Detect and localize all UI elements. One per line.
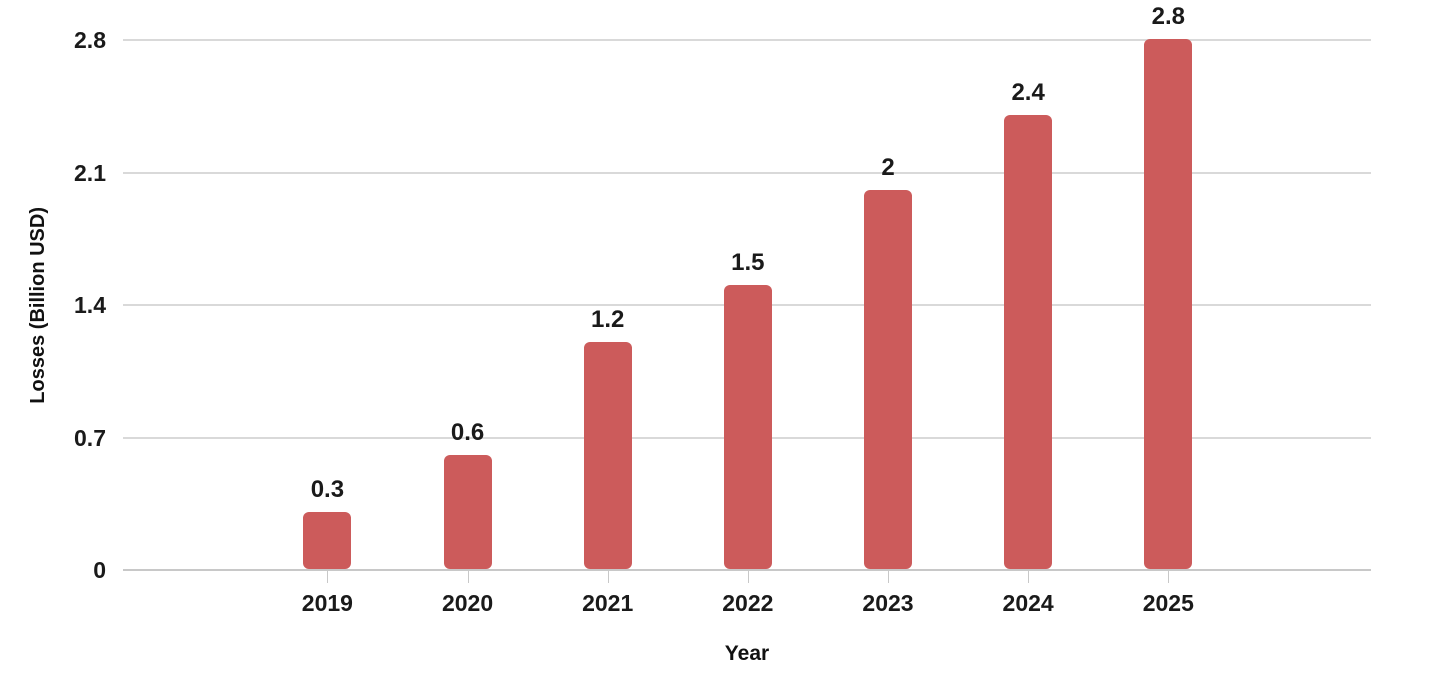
x-tick-label-2020: 2020 [441,590,494,616]
y-tick-label: 0.7 [74,424,106,451]
x-tick-mark [607,570,609,583]
y-tick-label: 1.4 [74,292,106,318]
bar-value-label: 2.4 [1011,78,1045,106]
x-tick-label-2022: 2022 [722,590,774,616]
x-tick-mark [747,570,749,583]
x-tick-label-2021: 2021 [582,590,634,616]
y-tick-label: 2.8 [74,27,106,53]
plot-area: 0.3 2019 0.6 2020 1.2 2021 1.5 2022 2 2023 2.4 2024… [123,4,1371,616]
bar-value-label: 0.3 [310,476,345,504]
bar-value-label: 2 [881,154,895,182]
x-tick-mark [1168,570,1170,583]
y-tick-label: 2.1 [74,159,106,186]
y-tick-label: 0 [93,557,106,583]
bar-2025[interactable] [1144,39,1193,569]
x-axis-title: Year [724,642,770,665]
x-tick-mark [1028,570,1030,583]
bar-2022[interactable] [723,285,772,569]
y-axis-labels: 0 0.7 1.4 2.1 2.8 [0,27,106,583]
bar-2019[interactable] [303,512,352,569]
bar-2023[interactable] [864,190,912,569]
x-tick-label-2024: 2024 [1002,590,1054,616]
gridline [123,171,1371,174]
bar-value-label: 1.5 [731,249,765,277]
x-tick-mark [888,570,889,583]
bar-2021[interactable] [583,341,632,569]
gridline [123,39,1371,41]
x-tick-mark [327,570,329,583]
bar-value-label: 1.2 [591,305,625,333]
bar-2020[interactable] [443,455,492,569]
x-tick-label-2019: 2019 [301,590,353,616]
x-tick-mark [467,570,469,583]
bar-value-label: 0.6 [450,419,485,447]
x-tick-label-2023: 2023 [862,590,914,616]
bar-value-label: 2.8 [1151,3,1185,30]
bar-2024[interactable] [1004,114,1053,569]
x-axis-line [123,569,1371,571]
x-tick-label-2025: 2025 [1142,590,1194,616]
